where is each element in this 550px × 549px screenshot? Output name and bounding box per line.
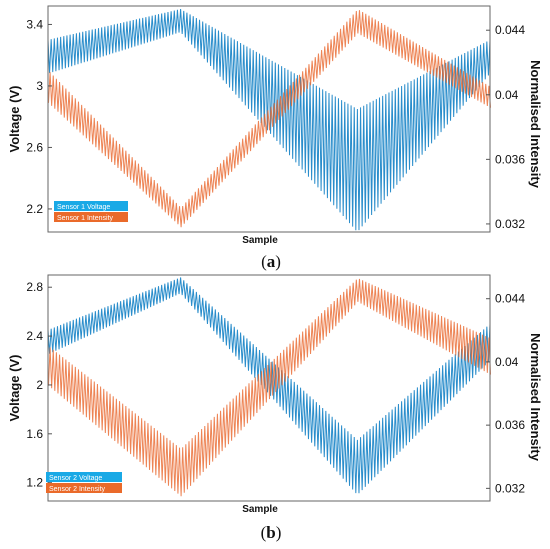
panel-a: 2.2 2.6 3 3.4 0.032 0.036 0.04 0.044 Voltage (… — [7, 5, 543, 271]
right-tick-label-b: 0.036 — [495, 418, 525, 432]
series-line-b-voltage — [47, 277, 491, 494]
legend-intensity-label-a: Sensor 1 Intensity — [57, 215, 114, 222]
series-line-a-voltage — [47, 9, 491, 231]
left-tick-label-b: 2.4 — [26, 329, 43, 343]
left-tick-label-b: 2 — [36, 378, 43, 392]
left-tick-label-a: 2.6 — [26, 140, 43, 154]
right-tick-label-b: 0.032 — [495, 481, 525, 495]
left-tick-label-b: 2.8 — [26, 280, 43, 294]
left-tick-label-b: 1.6 — [26, 427, 43, 441]
right-axis-label-a: Normalised Intensity — [528, 60, 543, 189]
series-line-b-intensity — [48, 278, 491, 497]
right-tick-label-b: 0.04 — [495, 355, 519, 369]
left-axis-label-b: Voltage (V) — [7, 355, 22, 422]
right-tick-label-a: 0.036 — [495, 152, 525, 166]
x-axis-label-a: Sample — [242, 235, 278, 246]
right-tick-label-a: 0.044 — [495, 23, 525, 37]
legend-intensity-swatch-a — [54, 212, 128, 222]
series-line-a-intensity — [48, 10, 491, 228]
legend-voltage-swatch-a — [54, 201, 128, 211]
legend-voltage-label-a: Sensor 1 Voltage — [57, 204, 110, 211]
panel-label-b: (b) — [261, 523, 282, 542]
panel-b: 1.2 1.6 2 2.4 2.8 0.032 0.036 0.04 0.044 Voltag… — [7, 274, 543, 542]
left-tick-label-a: 3.4 — [26, 17, 43, 31]
left-axis-ticks-a: 2.2 2.6 3 3.4 — [26, 17, 52, 216]
legend-voltage-swatch-b — [46, 472, 122, 482]
plot-area-b — [47, 277, 491, 497]
right-axis-ticks-a: 0.032 0.036 0.04 0.044 — [486, 23, 525, 231]
plot-frame-a — [47, 5, 491, 233]
right-tick-label-b: 0.044 — [495, 292, 525, 306]
plot-frame-b — [47, 274, 491, 502]
legend-voltage-label-b: Sensor 2 Voltage — [49, 475, 102, 482]
right-axis-ticks-b: 0.032 0.036 0.04 0.044 — [486, 292, 525, 495]
legend-intensity-label-b: Sensor 2 Intensity — [49, 486, 106, 493]
panel-label-a: (a) — [261, 252, 281, 271]
right-tick-label-a: 0.04 — [495, 88, 519, 102]
legend-b: Sensor 2 Voltage Sensor 2 Intensity — [46, 472, 122, 493]
left-tick-label-b: 1.2 — [26, 476, 43, 490]
left-axis-label-a: Voltage (V) — [7, 86, 22, 153]
x-axis-label-b: Sample — [242, 504, 278, 515]
left-axis-ticks-b: 1.2 1.6 2 2.4 2.8 — [26, 280, 52, 490]
legend-a: Sensor 1 Voltage Sensor 1 Intensity — [54, 201, 128, 222]
legend-intensity-swatch-b — [46, 483, 122, 493]
right-tick-label-a: 0.032 — [495, 217, 525, 231]
left-tick-label-a: 2.2 — [26, 202, 43, 216]
left-tick-label-a: 3 — [36, 79, 43, 93]
plot-area-a — [47, 9, 491, 231]
right-axis-label-b: Normalised Intensity — [528, 333, 543, 462]
